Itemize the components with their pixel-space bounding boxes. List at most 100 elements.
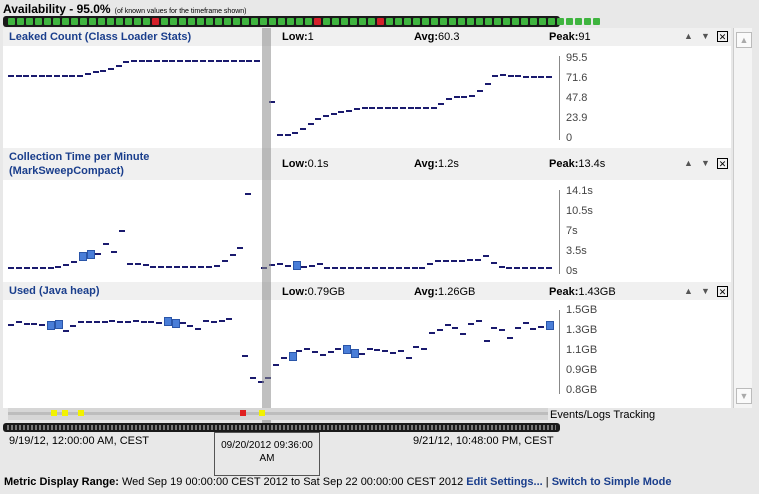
data-point[interactable] (138, 59, 145, 62)
move-down-icon[interactable]: ▼ (701, 158, 710, 168)
data-point[interactable] (538, 267, 545, 270)
availability-dot[interactable] (404, 18, 411, 25)
availability-dot[interactable] (161, 18, 168, 25)
data-point[interactable] (187, 324, 194, 327)
data-point[interactable] (174, 266, 181, 269)
availability-dot[interactable] (377, 18, 384, 25)
availability-dot[interactable] (8, 18, 15, 25)
data-point[interactable] (15, 266, 22, 269)
data-point[interactable] (238, 59, 245, 62)
data-point[interactable] (498, 265, 505, 268)
availability-dot[interactable] (539, 18, 546, 25)
data-point[interactable] (466, 259, 473, 262)
close-icon[interactable]: ✕ (717, 31, 728, 42)
data-point[interactable] (202, 319, 209, 322)
availability-dot[interactable] (314, 18, 321, 25)
data-point[interactable] (229, 254, 236, 257)
data-point[interactable] (506, 266, 513, 269)
data-point[interactable] (192, 59, 199, 62)
data-point[interactable] (483, 339, 490, 342)
data-point[interactable] (415, 106, 422, 109)
data-point[interactable] (8, 266, 14, 269)
move-up-icon[interactable]: ▲ (684, 286, 693, 296)
data-point[interactable] (530, 327, 537, 330)
availability-dot[interactable] (71, 18, 78, 25)
availability-dot[interactable] (269, 18, 276, 25)
data-point[interactable] (118, 230, 125, 233)
availability-dot[interactable] (368, 18, 375, 25)
data-point[interactable] (444, 323, 451, 326)
data-point[interactable] (315, 118, 322, 121)
metric-title-java-heap[interactable]: Used (Java heap) (9, 285, 100, 297)
data-point[interactable] (436, 329, 443, 331)
data-point[interactable] (47, 266, 54, 269)
data-point[interactable] (130, 59, 137, 62)
data-point[interactable] (71, 261, 78, 264)
data-point[interactable] (353, 108, 360, 111)
data-point[interactable] (230, 59, 237, 62)
availability-dot[interactable] (26, 18, 33, 25)
availability-dot[interactable] (413, 18, 420, 25)
edit-settings-link[interactable]: Edit Settings... (466, 476, 543, 488)
metric-title-leaked-count[interactable]: Leaked Count (Class Loader Stats) (9, 31, 192, 43)
data-point[interactable] (31, 74, 38, 77)
data-point[interactable] (514, 326, 521, 329)
event-marker[interactable] (240, 410, 247, 416)
data-point[interactable] (134, 263, 141, 266)
data-point[interactable] (484, 83, 491, 86)
availability-dot[interactable] (449, 18, 456, 25)
availability-dot[interactable] (125, 18, 132, 25)
data-point[interactable] (392, 106, 399, 109)
data-point[interactable] (300, 266, 307, 269)
data-point[interactable] (356, 267, 363, 270)
data-point[interactable] (273, 363, 280, 366)
availability-dot[interactable] (431, 18, 438, 25)
availability-dot[interactable] (332, 18, 339, 25)
availability-dot[interactable] (494, 18, 501, 25)
data-point[interactable] (79, 252, 88, 262)
data-point[interactable] (491, 326, 498, 329)
data-point[interactable] (374, 349, 381, 351)
availability-dot[interactable] (440, 18, 447, 25)
data-point[interactable] (31, 266, 38, 269)
data-point[interactable] (546, 267, 552, 270)
time-cursor-column[interactable] (262, 28, 271, 426)
simple-mode-link[interactable]: Switch to Simple Mode (551, 476, 672, 488)
availability-dot[interactable] (521, 18, 528, 25)
availability-dot[interactable] (134, 18, 141, 25)
data-point[interactable] (514, 266, 521, 269)
move-down-icon[interactable]: ▼ (701, 286, 710, 296)
availability-dot[interactable] (89, 18, 96, 25)
availability-dot[interactable] (98, 18, 105, 25)
data-point[interactable] (292, 261, 301, 271)
availability-dot[interactable] (17, 18, 24, 25)
data-point[interactable] (515, 74, 522, 77)
data-point[interactable] (39, 323, 46, 326)
data-point[interactable] (109, 319, 116, 322)
data-point[interactable] (438, 103, 445, 106)
data-point[interactable] (23, 266, 30, 269)
data-point[interactable] (31, 322, 38, 325)
data-point[interactable] (8, 323, 14, 326)
data-point[interactable] (361, 106, 368, 109)
data-point[interactable] (92, 71, 99, 74)
data-point[interactable] (330, 113, 337, 116)
availability-dot[interactable] (593, 18, 600, 25)
data-point[interactable] (538, 325, 545, 328)
close-icon[interactable]: ✕ (717, 286, 728, 297)
data-point[interactable] (277, 134, 283, 137)
data-point[interactable] (475, 319, 482, 322)
data-point[interactable] (8, 74, 14, 77)
data-point[interactable] (358, 353, 365, 356)
data-point[interactable] (387, 267, 394, 270)
data-point[interactable] (54, 74, 61, 77)
data-point[interactable] (223, 59, 230, 62)
availability-dot[interactable] (80, 18, 87, 25)
data-point[interactable] (102, 242, 109, 245)
availability-dot[interactable] (566, 18, 573, 25)
data-point[interactable] (23, 74, 30, 77)
data-point[interactable] (395, 267, 402, 270)
data-point[interactable] (421, 347, 428, 350)
data-point[interactable] (423, 106, 430, 109)
availability-dot[interactable] (503, 18, 510, 25)
